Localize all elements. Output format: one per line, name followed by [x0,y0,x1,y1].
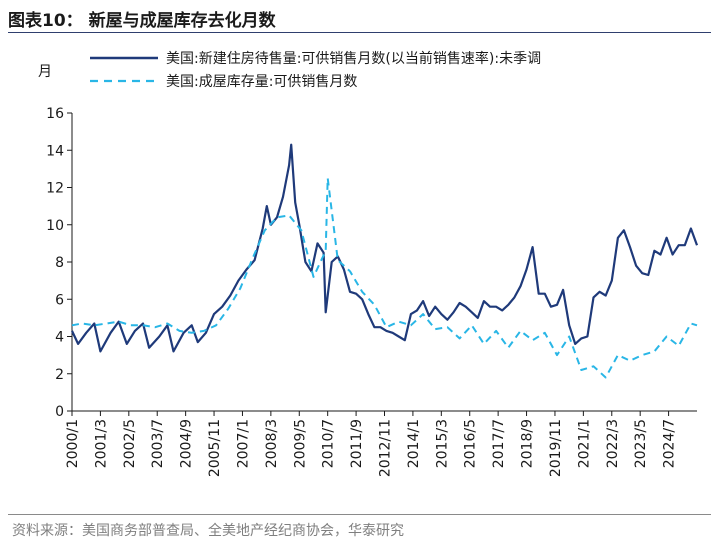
x-tick-label: 2002/5 [122,419,138,468]
chart-legend: 美国:新建住房待售量:可供销售月数(以当前销售速率):未季调美国:成屋库存量:可… [90,50,541,90]
y-tick-label: 12 [46,181,64,197]
legend-label-1: 美国:成屋库存量:可供销售月数 [166,74,357,90]
y-axis: 0 2 4 6 8 10 12 14 16 [46,106,73,420]
chart-title: 图表10： 新屋与成屋库存去化月数 [8,11,276,31]
y-tick-label: 4 [55,330,64,346]
x-tick-label: 2001/3 [93,419,109,468]
y-tick-label: 2 [55,367,64,383]
source-note: 资料来源：美国商务部普查局、全美地产经纪商协会，华泰研究 [12,523,404,539]
x-tick-label: 2014/1 [406,419,422,468]
x-tick-label: 2003/7 [150,419,166,468]
x-tick-label: 2019/11 [548,419,564,477]
x-tick-label: 2007/1 [235,419,251,468]
x-tick-label: 2022/3 [605,419,621,468]
title-rule [8,32,711,33]
legend-label-0: 美国:新建住房待售量:可供销售月数(以当前销售速率):未季调 [166,50,541,67]
y-tick-label: 8 [55,255,64,271]
series-line-1 [71,177,698,379]
x-tick-label: 2012/11 [378,419,394,477]
y-axis-unit-label: 月 [38,64,52,80]
x-tick-label: 2015/3 [434,419,450,468]
x-tick-label: 2008/3 [264,419,280,468]
x-tick-label: 2017/7 [491,419,507,468]
x-tick-label: 2005/11 [207,419,223,477]
x-tick-label: 2016/5 [463,419,479,468]
x-tick-label: 2004/9 [179,419,195,468]
x-tick-label: 2024/7 [662,419,678,468]
series-layer [71,143,699,379]
x-tick-label: 2009/5 [292,419,308,468]
x-tick-label: 2011/9 [349,419,365,468]
x-tick-label: 2010/7 [321,419,337,468]
x-tick-label: 2018/9 [520,419,536,468]
x-tick-label: 2000/1 [65,419,81,468]
y-tick-label: 10 [46,218,64,234]
y-tick-label: 16 [46,106,64,122]
chart-canvas: 月 美国:新建住房待售量:可供销售月数(以当前销售速率):未季调美国:成屋库存量… [38,50,699,477]
x-tick-label: 2021/1 [576,419,592,468]
y-tick-label: 6 [55,292,64,308]
series-line-0 [71,143,699,353]
y-tick-label: 0 [55,404,64,420]
x-tick-label: 2023/5 [633,419,649,468]
x-axis: 2000/1 2001/3 2002/5 2003/7 2004/9 2005/11 200… [65,410,697,477]
y-tick-label: 14 [46,143,64,159]
footer-rule [8,514,711,515]
